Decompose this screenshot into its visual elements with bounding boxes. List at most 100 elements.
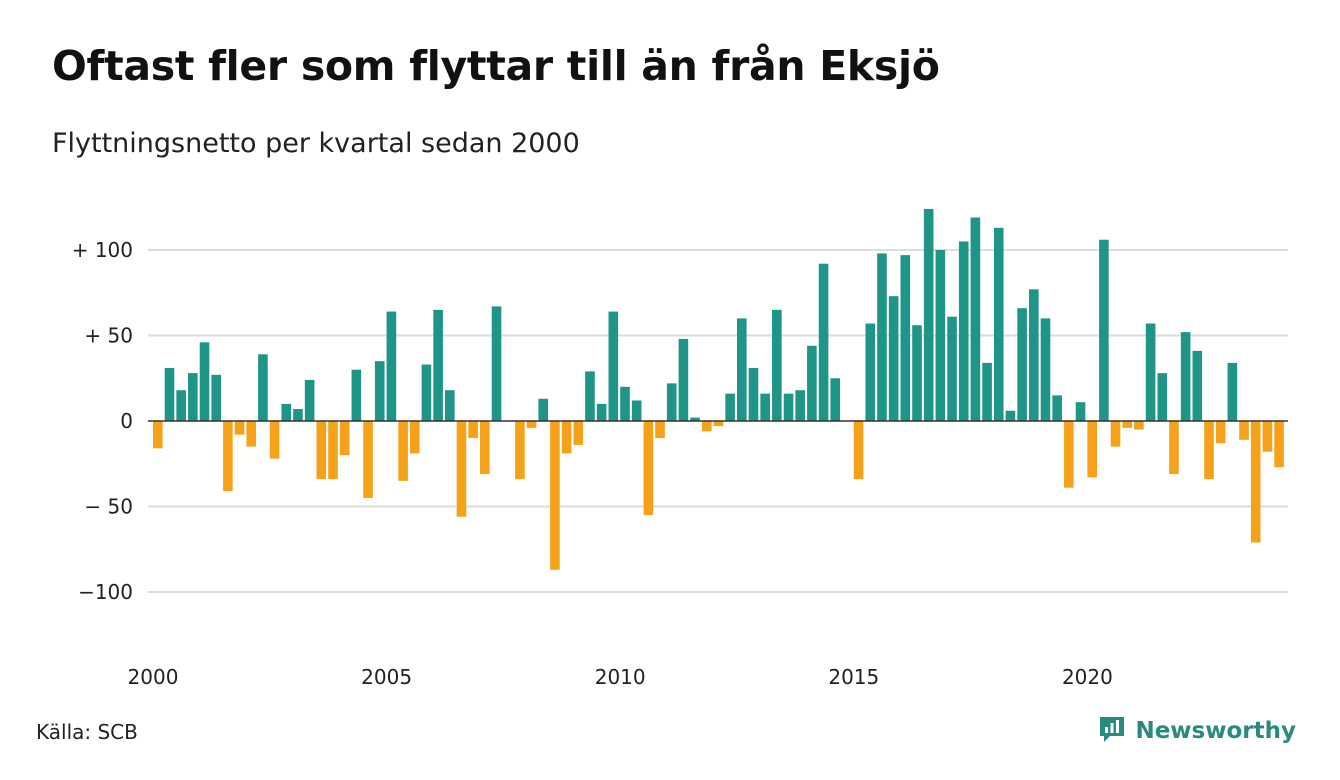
bar (1110, 421, 1121, 447)
x-tick-label: 2010 (595, 665, 646, 689)
bar (935, 250, 946, 421)
bar (1180, 332, 1191, 421)
x-tick-label: 2000 (128, 665, 179, 689)
bar (1005, 410, 1016, 421)
bar-chart: + 100 + 50 0 − 50 −100 2000 2005 2010 2015 2020 (72, 208, 1288, 689)
bar (701, 421, 712, 432)
bar (818, 263, 829, 421)
grid-lines (148, 249, 1288, 593)
bar (269, 421, 280, 459)
bar (456, 421, 467, 517)
bar (153, 421, 163, 449)
brand-logo: Newsworthy (1097, 714, 1296, 748)
bar (164, 367, 175, 421)
bar (958, 241, 969, 421)
bar (550, 421, 560, 570)
bar (526, 421, 537, 428)
bar (491, 306, 502, 421)
y-axis-tick-labels: + 100 + 50 0 − 50 −100 (72, 238, 133, 604)
y-tick-label: −100 (78, 580, 133, 604)
bar (877, 253, 887, 421)
bar (339, 421, 350, 456)
bar (374, 361, 385, 421)
bar (1227, 362, 1238, 421)
bar (947, 316, 957, 421)
bar (1029, 289, 1039, 421)
x-tick-label: 2015 (828, 665, 879, 689)
bar (386, 311, 397, 421)
bar (1274, 421, 1284, 468)
bar (304, 379, 315, 421)
bar (1262, 421, 1273, 452)
bar (655, 421, 665, 439)
bar (888, 296, 899, 421)
bar (748, 367, 759, 421)
source-note: Källa: SCB (36, 720, 138, 744)
bar (585, 371, 595, 421)
bar (1017, 308, 1027, 421)
bar (830, 378, 841, 421)
bar (351, 369, 362, 421)
bar (1064, 421, 1074, 488)
bar (760, 393, 770, 421)
brand-name: Newsworthy (1135, 718, 1296, 744)
bar (795, 390, 805, 421)
bar (223, 421, 233, 492)
bar (1145, 323, 1156, 421)
bar (246, 421, 257, 447)
bar (1040, 318, 1051, 421)
bar (234, 421, 245, 435)
bar (678, 338, 689, 421)
bar (1052, 395, 1062, 421)
bar (468, 421, 478, 439)
bar (737, 318, 747, 421)
bar (1134, 421, 1144, 430)
x-axis-tick-labels: 2000 2005 2010 2015 2020 (128, 665, 1113, 689)
y-tick-label: + 100 (72, 238, 133, 262)
bar (1087, 421, 1097, 478)
bar (1075, 402, 1086, 421)
bar (409, 421, 420, 454)
x-tick-label: 2005 (361, 665, 412, 689)
bar (1169, 421, 1179, 475)
y-tick-label: + 50 (84, 324, 133, 348)
bar (923, 208, 934, 421)
bar (620, 386, 630, 421)
bar (993, 227, 1004, 421)
bar-chart-logo-icon (1097, 714, 1127, 748)
bar (772, 309, 782, 421)
bar (316, 421, 327, 480)
bar (1099, 239, 1109, 421)
bars (153, 208, 1284, 570)
x-tick-label: 2020 (1062, 665, 1113, 689)
y-tick-label: 0 (120, 409, 133, 433)
bar (1215, 421, 1226, 444)
bar (865, 323, 876, 421)
bar (725, 393, 735, 421)
bar (176, 390, 186, 421)
bar (211, 374, 221, 421)
bar (690, 417, 700, 421)
chart-subtitle: Flyttningsnetto per kvartal sedan 2000 (52, 128, 580, 159)
bar (258, 354, 268, 421)
bar (281, 403, 292, 421)
bar (293, 409, 303, 421)
chart-title: Oftast fler som flyttar till än från Eks… (52, 42, 940, 90)
bar (1157, 373, 1168, 421)
bar (713, 421, 724, 427)
y-tick-label: − 50 (84, 495, 133, 519)
bar (188, 373, 198, 421)
bar (538, 398, 549, 421)
bar (643, 421, 654, 516)
bar (515, 421, 525, 480)
bar (1192, 350, 1203, 421)
bar (421, 364, 432, 421)
bar (900, 255, 911, 421)
bar (363, 421, 373, 498)
bar (666, 383, 677, 421)
bar (1239, 421, 1249, 440)
bar (783, 393, 794, 421)
bar (912, 325, 922, 421)
bar (561, 421, 572, 454)
bar (608, 311, 619, 421)
